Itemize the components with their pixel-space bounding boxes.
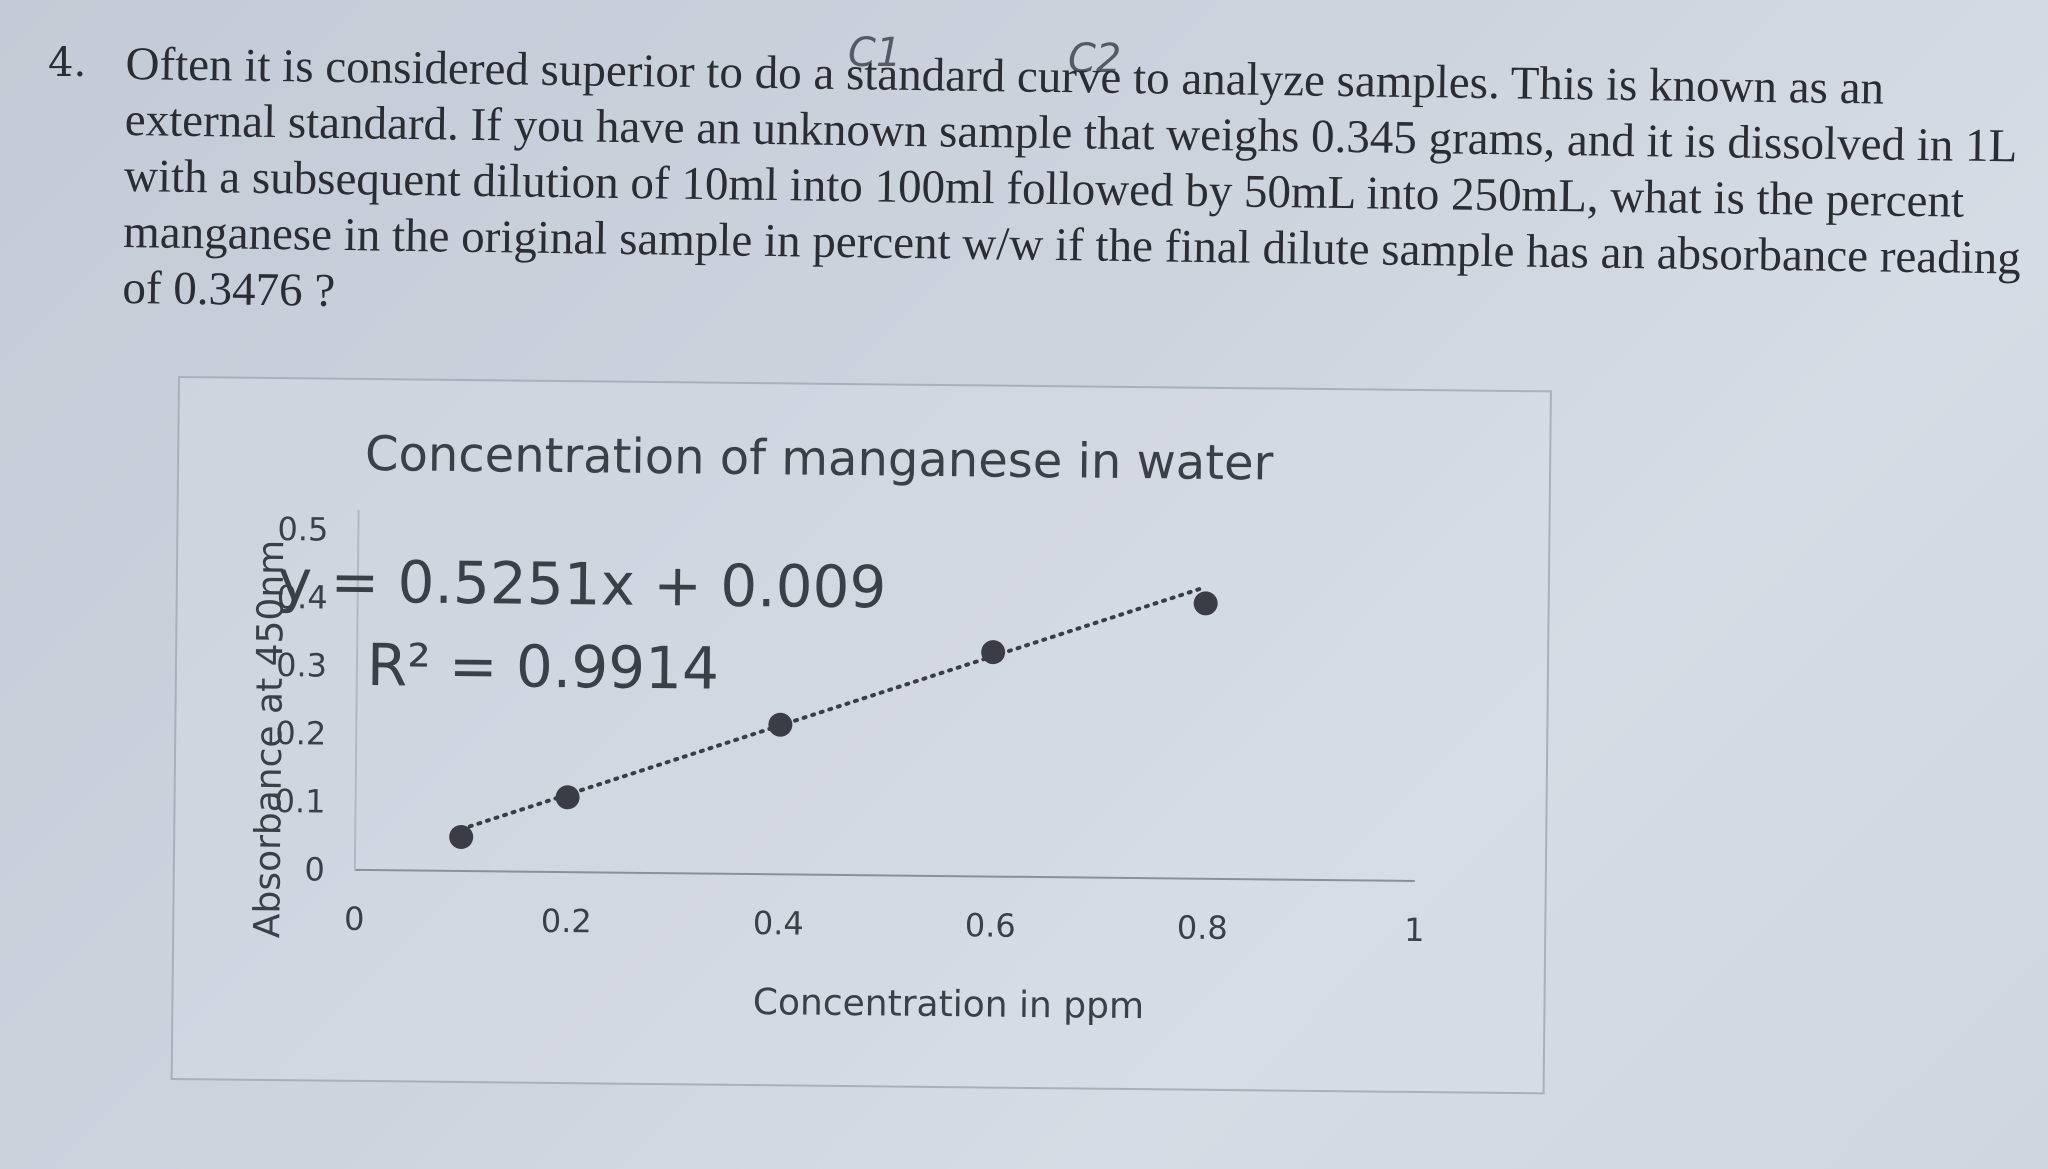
y-tick-label: 0 [304, 850, 325, 888]
y-tick-label: 0.4 [277, 578, 328, 617]
y-tick-label: 0.3 [276, 646, 327, 685]
data-point [555, 785, 580, 810]
y-axis-label: Absorbance at 450nm [247, 540, 292, 939]
y-axis-line [353, 509, 360, 870]
question-text: Often it is considered superior to do a … [122, 37, 2022, 317]
question-number: 4. [48, 40, 87, 86]
x-axis-label: Concentration in ppm [753, 982, 1145, 1027]
chart-title: Concentration of manganese in water [365, 426, 1274, 492]
x-tick-label: 0.8 [1177, 908, 1228, 947]
x-tick-label: 0.6 [965, 906, 1016, 945]
chart-svg: Concentration of manganese in water Abso… [247, 426, 1425, 1027]
handwritten-note-c1: C1 [848, 30, 902, 76]
axes: 0 0.2 0.4 0.6 0.8 1 0 0.1 0.2 0.3 0.4 0.5 [274, 509, 1425, 949]
y-tick-label: 0.5 [277, 510, 328, 549]
x-tick-label: 0 [344, 900, 365, 938]
data-point [449, 824, 474, 849]
y-tick-label: 0.2 [275, 714, 326, 753]
chart-frame: Concentration of manganese in water Abso… [170, 376, 1552, 1095]
data-point [981, 640, 1006, 665]
x-tick-label: 0.4 [753, 904, 804, 943]
y-tick-label: 0.1 [274, 782, 325, 821]
points-group [449, 591, 1218, 849]
x-tick-label: 1 [1404, 911, 1425, 949]
data-point [1193, 591, 1218, 616]
handwritten-note-c2: C2 [1068, 36, 1122, 82]
trendline-equation: y = 0.5251x + 0.009 [278, 547, 887, 621]
data-point [768, 712, 793, 737]
x-tick-label: 0.2 [541, 902, 592, 941]
x-axis-line [354, 868, 1415, 882]
trendline-r-squared: R² = 0.9914 [367, 631, 720, 703]
